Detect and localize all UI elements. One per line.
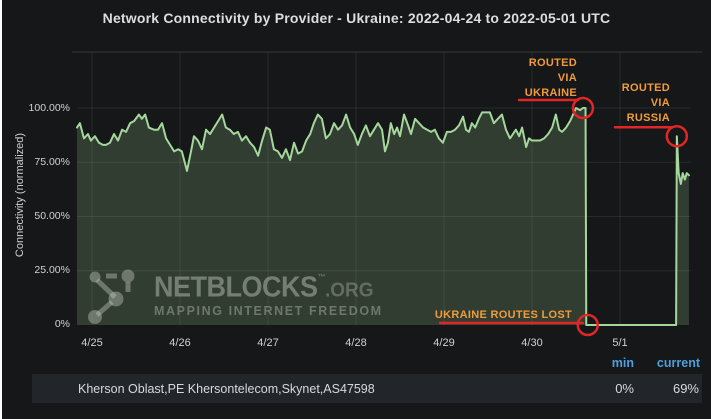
legend-current-header: current	[656, 356, 700, 370]
y-tick-75: 75.00%	[34, 156, 70, 168]
netblocks-logo-icon	[88, 269, 135, 324]
annotation-routed-via-russia: ROUTED VIA RUSSIA	[621, 82, 670, 124]
y-tick-25: 25.00%	[34, 264, 70, 276]
y-tick-0: 0%	[54, 318, 70, 330]
x-tick-425: 4/25	[81, 337, 103, 349]
series-min-value: 0%	[615, 381, 634, 396]
watermark-brand: NETBLOCKS™.ORG	[154, 271, 374, 303]
x-tick-430: 4/30	[521, 337, 543, 349]
series-label: Kherson Oblast,PE Khersontelecom,Skynet,…	[78, 381, 375, 396]
legend-min-header: min	[611, 356, 634, 370]
x-tick-427: 4/27	[257, 337, 279, 349]
netblocks-watermark: NETBLOCKS™.ORG MAPPING INTERNET FREEDOM	[86, 267, 383, 325]
series-current-value: 69%	[672, 381, 699, 396]
x-tick-426: 4/26	[169, 337, 191, 349]
x-tick-428: 4/28	[345, 337, 367, 349]
annotation-routed-via-ukraine: ROUTED VIA UKRAINE	[524, 57, 577, 99]
series-color-marker	[54, 387, 69, 391]
panel-title: Network Connectivity by Provider - Ukrai…	[102, 10, 611, 26]
legend-row[interactable]: Kherson Oblast,PE Khersontelecom,Skynet,…	[32, 374, 702, 403]
watermark-tagline: MAPPING INTERNET FREEDOM	[154, 304, 383, 318]
annotation-ukraine-routes-lost: UKRAINE ROUTES LOST	[434, 309, 572, 321]
y-tick-100: 100.00%	[28, 102, 70, 114]
x-tick-501: 5/1	[612, 337, 628, 349]
y-tick-50: 50.00%	[34, 210, 70, 222]
x-tick-429: 4/29	[433, 337, 455, 349]
